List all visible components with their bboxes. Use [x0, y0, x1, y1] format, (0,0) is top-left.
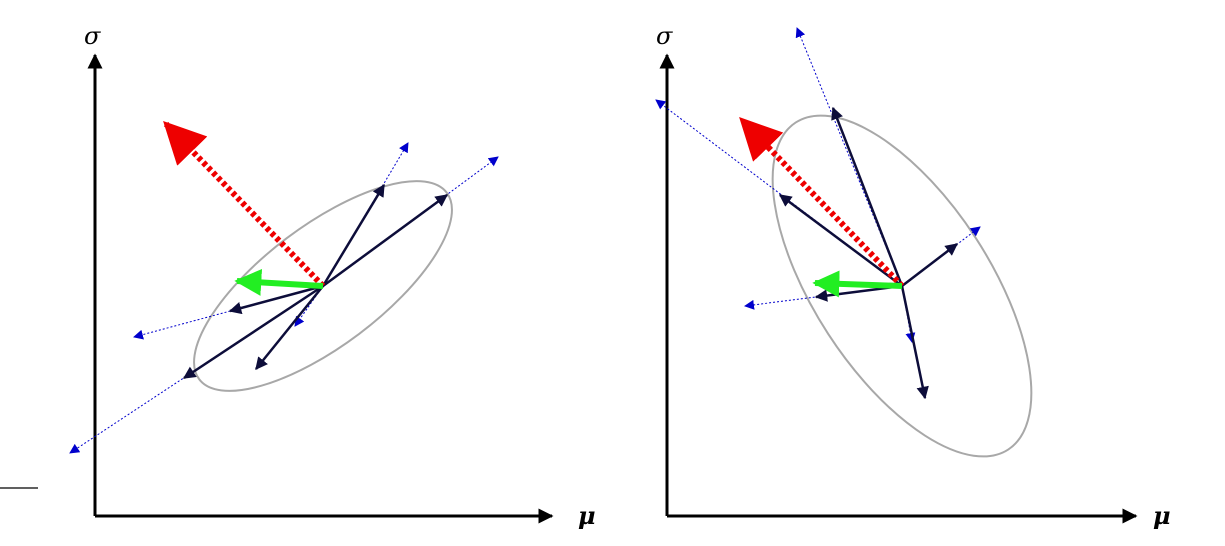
- natural-gradient-arrow: [739, 116, 905, 289]
- sample-arrow: [900, 285, 929, 400]
- y-axis-label-left: σ: [84, 22, 101, 50]
- extension-arrow: [655, 99, 903, 287]
- x-axis-label-right: μ: [1153, 501, 1171, 530]
- sample-arrow: [321, 183, 386, 287]
- x-axis-label-left: μ: [578, 501, 596, 530]
- distribution-ellipse-right: [771, 114, 1033, 458]
- natural-gradient-arrow: [163, 120, 326, 289]
- y-axis-label-right: σ: [656, 22, 673, 50]
- sample-arrow: [778, 193, 903, 288]
- sample-arrow: [831, 106, 904, 287]
- extension-arrow: [69, 285, 324, 454]
- sample-arrow: [228, 284, 324, 315]
- extension-arrow: [795, 27, 903, 287]
- mean-gradient-arrow: [812, 270, 903, 298]
- panel-right: σ μ: [655, 22, 1171, 530]
- mean-gradient-arrow: [234, 268, 324, 296]
- panel-left: σ μ: [69, 22, 596, 530]
- sample-arrow: [255, 285, 324, 370]
- sample-arrow: [901, 243, 958, 287]
- sample-arrow: [182, 284, 324, 380]
- distribution-ellipse-left: [193, 180, 453, 392]
- sample-arrow: [322, 193, 449, 288]
